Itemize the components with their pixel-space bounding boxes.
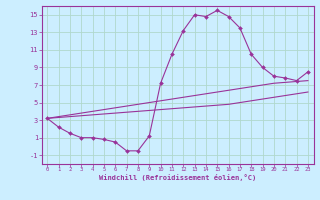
X-axis label: Windchill (Refroidissement éolien,°C): Windchill (Refroidissement éolien,°C) [99,174,256,181]
